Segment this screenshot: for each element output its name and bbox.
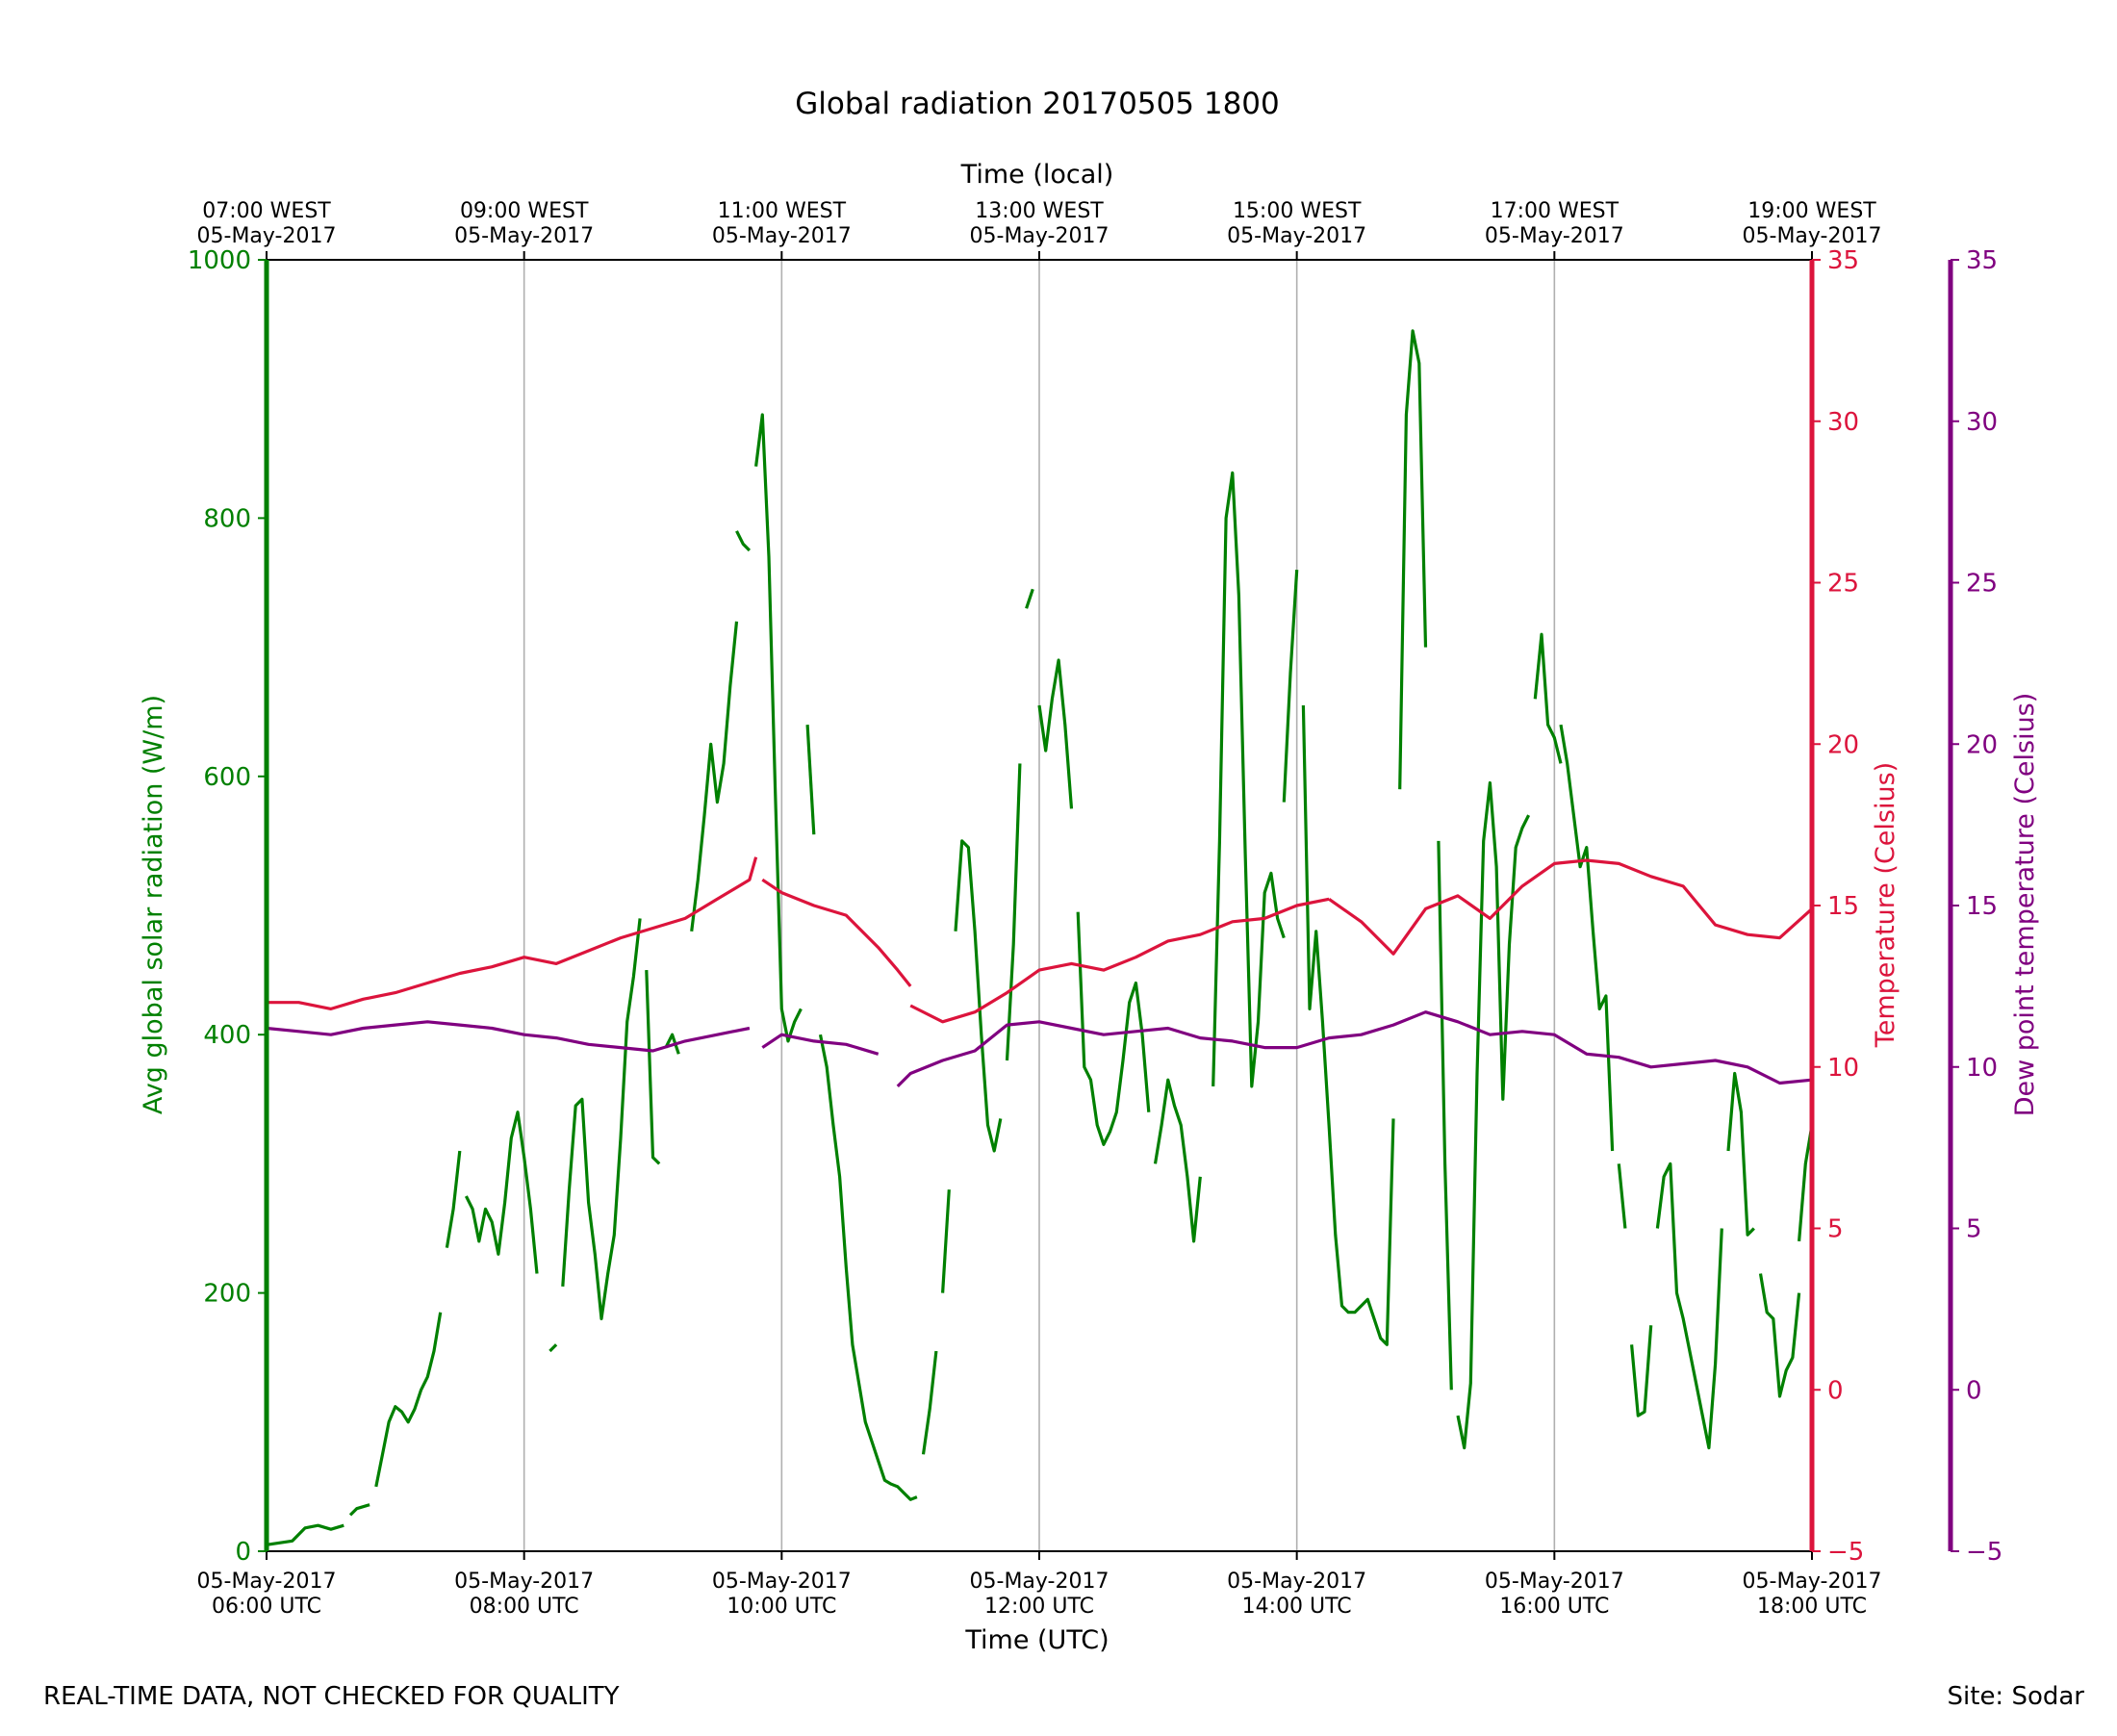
series-line-segment [1617,1163,1627,1229]
series-line-segment [690,621,739,932]
x-top-tick-label: 11:00 WEST 05-May-2017 [712,199,852,248]
y-tick-label-dewpoint: −5 [1966,1538,2002,1567]
series-line-segment [548,1343,558,1353]
y-tick-label-left: 1000 [188,246,251,275]
x-top-tick-label: 19:00 WEST 05-May-2017 [1743,199,1882,248]
series-line-segment [1533,632,1563,764]
series-line-segment [1025,588,1034,609]
series-line-segment [754,413,803,1043]
series-line-segment [761,1033,880,1056]
y-tick-label-dewpoint: 30 [1966,408,1998,437]
x-top-axis-label: Time (local) [960,160,1114,190]
series-line-segment [1037,658,1074,809]
series-line-segment [1655,1162,1723,1450]
y-tick-label-dewpoint: 20 [1966,730,1998,759]
y-tick-label-temperature: 15 [1827,892,1859,921]
x-tick-label: 05-May-2017 10:00 UTC [712,1570,852,1619]
series-line-segment [1005,763,1022,1061]
series-line-segment [267,856,758,1010]
series-avg-global-solar-radiation [266,329,1814,1546]
y-tick-label-dewpoint: 5 [1966,1215,1982,1244]
x-axis-label: Time (UTC) [964,1625,1109,1655]
series-line-segment [266,1020,751,1053]
y-tick-label-left: 400 [203,1021,251,1050]
y-tick-label-temperature: 10 [1827,1054,1859,1083]
series-line-segment [464,1111,539,1274]
axes-layer: 05-May-2017 06:00 UTC 07:00 WEST 05-May-201… [188,199,2003,1619]
series-line-segment [561,918,642,1320]
series-line-segment [1301,704,1395,1346]
series-temperature [267,856,1814,1024]
y-tick-label-temperature: 5 [1827,1215,1844,1244]
y-tick-label-temperature: 30 [1827,408,1859,437]
quality-disclaimer: REAL-TIME DATA, NOT CHECKED FOR QUALITY [43,1682,620,1711]
y-tick-label-dewpoint: 15 [1966,892,1998,921]
series-line-segment [1758,1273,1801,1398]
y-axis-label-temperature: Temperature (Celsius) [1871,762,1900,1048]
series-line-segment [1559,724,1615,1152]
series-line-segment [735,530,752,552]
site-label: Site: Sodar [1947,1682,2084,1711]
series-line-segment [1630,1325,1653,1417]
x-top-tick-label: 07:00 WEST 05-May-2017 [197,199,337,248]
y-tick-label-left: 200 [203,1280,251,1309]
series-layer [266,329,1814,1546]
y-axis-label-left: Avg global solar radiation (W/m) [139,695,168,1114]
series-line-segment [1153,1078,1202,1243]
y-tick-label-dewpoint: 25 [1966,570,1998,599]
y-tick-label-dewpoint: 35 [1966,246,1998,275]
x-tick-label: 05-May-2017 12:00 UTC [970,1570,1110,1619]
series-line-segment [805,725,816,835]
x-top-tick-label: 09:00 WEST 05-May-2017 [454,199,594,248]
series-line-segment [1456,780,1531,1450]
y-tick-label-temperature: 20 [1827,730,1859,759]
x-tick-label: 05-May-2017 18:00 UTC [1743,1570,1882,1619]
series-line-segment [1076,911,1151,1146]
y-tick-label-dewpoint: 0 [1966,1376,1982,1405]
series-line-segment [921,1350,938,1455]
y-tick-label-left: 0 [235,1538,251,1567]
series-line-segment [664,1033,680,1055]
series-line-segment [909,897,1330,1024]
x-tick-label: 05-May-2017 08:00 UTC [454,1570,594,1619]
y-axis-label-dewpoint: Dew point temperature (Celsius) [2010,693,2040,1117]
chart-title: Global radiation 20170505 1800 [795,87,1280,121]
series-line-segment [941,1189,951,1293]
series-line-segment [954,839,1003,1153]
series-line-segment [1398,329,1428,790]
x-tick-label: 05-May-2017 16:00 UTC [1485,1570,1624,1619]
series-line-segment [266,1523,344,1546]
series-line-segment [1726,1071,1755,1237]
y-tick-label-temperature: 35 [1827,246,1859,275]
series-line-segment [374,1312,443,1488]
series-line-segment [761,878,912,987]
series-line-segment [1282,570,1299,803]
series-line-segment [445,1150,462,1248]
y-tick-label-temperature: 0 [1827,1376,1844,1405]
series-line-segment [348,1503,370,1517]
series-line-segment [1437,840,1453,1391]
y-tick-label-temperature: 25 [1827,570,1859,599]
y-tick-label-temperature: −5 [1827,1538,1864,1567]
series-line-segment [1328,858,1814,956]
x-top-tick-label: 13:00 WEST 05-May-2017 [970,199,1110,248]
x-top-tick-label: 15:00 WEST 05-May-2017 [1227,199,1366,248]
grid-layer [523,260,1556,1551]
y-tick-label-left: 800 [203,504,251,533]
series-line-segment [1212,471,1286,1088]
y-tick-label-dewpoint: 10 [1966,1054,1998,1083]
series-line-segment [896,1010,1813,1088]
series-dew-point-temperature [266,1010,1813,1088]
y-tick-label-left: 600 [203,763,251,792]
x-tick-label: 05-May-2017 14:00 UTC [1227,1570,1366,1619]
series-line-segment [645,970,661,1165]
x-tick-label: 05-May-2017 06:00 UTC [197,1570,337,1619]
series-line-segment [818,1034,918,1501]
x-top-tick-label: 17:00 WEST 05-May-2017 [1485,199,1624,248]
